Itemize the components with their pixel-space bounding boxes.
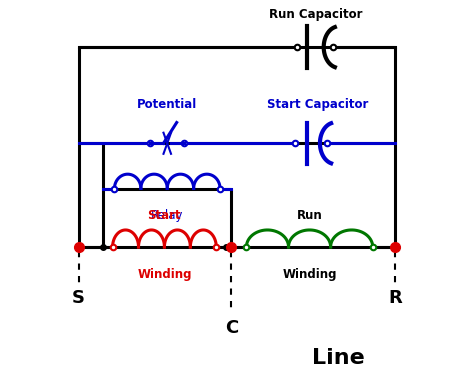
Text: Potential: Potential (137, 98, 197, 111)
Text: Line: Line (312, 348, 365, 368)
Text: Winding: Winding (283, 268, 337, 280)
Text: Run Capacitor: Run Capacitor (269, 8, 363, 21)
Text: Start: Start (147, 210, 181, 222)
Text: Relay: Relay (151, 209, 183, 222)
Text: C: C (225, 319, 238, 337)
Text: Start Capacitor: Start Capacitor (267, 98, 369, 111)
Text: Run: Run (297, 210, 322, 222)
Text: Winding: Winding (137, 268, 191, 280)
Text: R: R (389, 289, 402, 307)
Text: S: S (72, 289, 85, 307)
